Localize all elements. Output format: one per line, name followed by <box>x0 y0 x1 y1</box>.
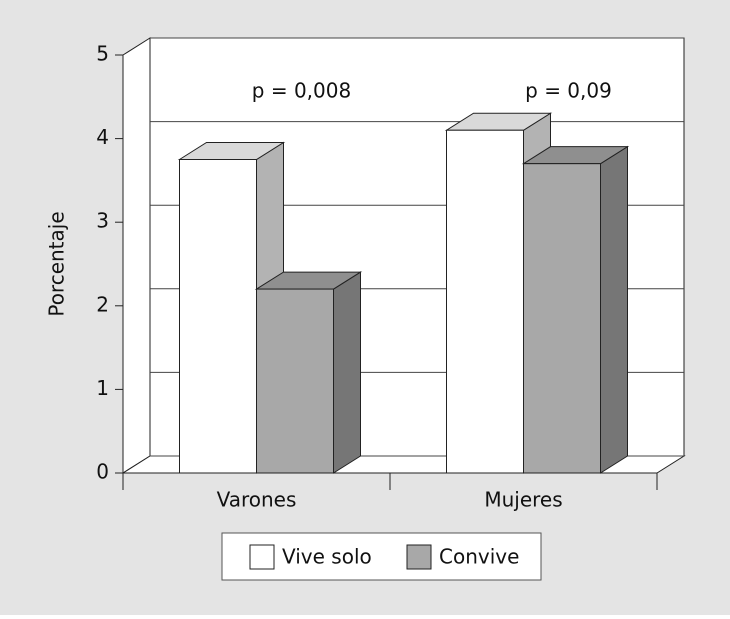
y-tick-label: 4 <box>96 125 109 149</box>
legend-box <box>221 532 542 581</box>
left-wall <box>122 37 151 474</box>
bar-side <box>333 271 361 474</box>
legend-swatch <box>249 544 275 570</box>
annotation: p = 0,008 <box>252 79 351 103</box>
y-tick-label: 5 <box>96 42 109 66</box>
y-tick-label: 2 <box>96 292 109 316</box>
legend-swatch <box>406 544 432 570</box>
bar <box>177 141 286 474</box>
x-tick-label: Varones <box>217 488 297 512</box>
bar-front <box>256 288 334 474</box>
annotation: p = 0,09 <box>525 79 612 103</box>
y-tick-label: 0 <box>96 460 109 484</box>
y-tick-label: 3 <box>96 209 109 233</box>
x-tick-label: Mujeres <box>484 488 562 512</box>
bar <box>521 145 630 474</box>
legend-label: Vive solo <box>282 545 372 569</box>
bar <box>254 271 363 474</box>
y-tick-label: 1 <box>96 376 109 400</box>
bar-front <box>446 129 524 474</box>
bar-front <box>523 163 601 474</box>
y-axis-label: Porcentaje <box>45 211 69 316</box>
bar-front <box>179 159 257 474</box>
legend-label: Convive <box>439 545 519 569</box>
bar-side <box>600 145 628 474</box>
